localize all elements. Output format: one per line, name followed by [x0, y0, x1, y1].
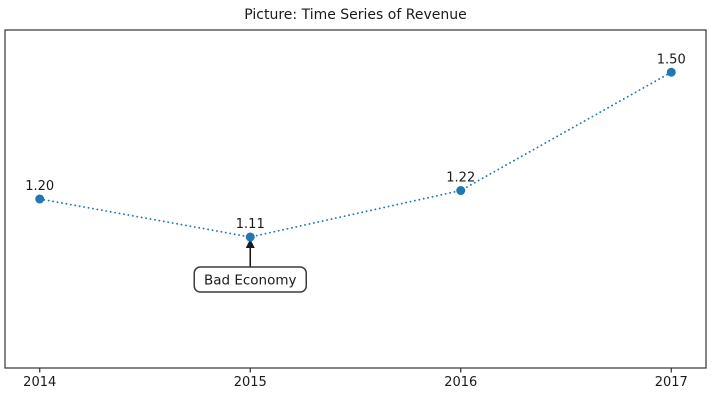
data-point [456, 186, 466, 196]
data-point [245, 232, 255, 242]
point-value-label: 1.22 [446, 171, 475, 186]
plot-frame [4, 29, 707, 369]
x-tick-label: 2014 [23, 375, 56, 390]
data-point [35, 194, 45, 204]
point-value-label: 1.11 [236, 217, 265, 232]
x-tick-label: 2016 [444, 375, 477, 390]
annotation-label: Bad Economy [204, 273, 297, 289]
point-value-label: 1.50 [657, 52, 686, 67]
point-value-label: 1.20 [25, 179, 54, 194]
data-point [666, 67, 676, 77]
revenue-line [38, 71, 673, 238]
x-tick-label: 2017 [655, 375, 688, 390]
annotation-arrow-head [245, 239, 255, 249]
x-tick-label: 2015 [234, 375, 267, 390]
chart-title: Picture: Time Series of Revenue [244, 7, 467, 23]
annotation-box [193, 266, 307, 293]
